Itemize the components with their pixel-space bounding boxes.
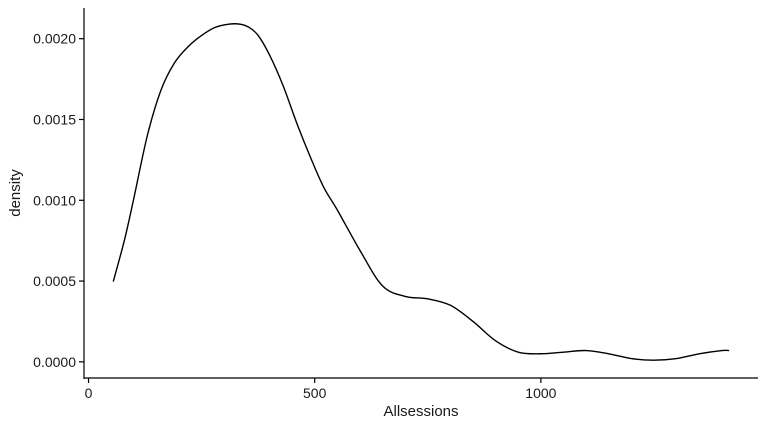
y-tick-label: 0.0010 xyxy=(33,192,76,208)
x-tick-label: 1000 xyxy=(525,385,556,401)
y-axis-title: density xyxy=(7,169,24,217)
y-tick-label: 0.0005 xyxy=(33,273,76,289)
y-tick-label: 0.0020 xyxy=(33,31,76,47)
x-tick-label: 500 xyxy=(303,385,327,401)
y-tick-label: 0.0015 xyxy=(33,111,76,127)
x-axis-title: Allsessions xyxy=(383,403,458,420)
y-axis-ticks: 0.0000 0.0005 0.0010 0.0015 0.0020 xyxy=(33,31,84,370)
density-curve xyxy=(112,23,730,361)
y-tick-label: 0.0000 xyxy=(33,354,76,370)
x-tick-label: 0 xyxy=(85,385,93,401)
x-axis-ticks: 0 500 1000 xyxy=(85,378,557,401)
